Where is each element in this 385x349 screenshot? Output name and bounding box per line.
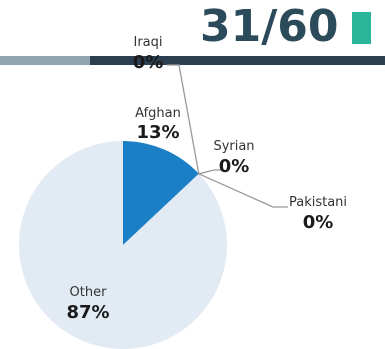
page-number: 31/60 — [200, 1, 339, 52]
leader-line-syrian — [198, 169, 222, 175]
accent-square — [352, 12, 371, 44]
pie-slice-other — [18, 141, 227, 349]
pie-slice-afghan — [123, 141, 199, 245]
slice-value-other: 87% — [66, 302, 109, 323]
header-rule-accent — [0, 56, 90, 65]
slice-label-pakistani: Pakistani — [289, 195, 347, 210]
slice-value-afghan: 13% — [136, 122, 179, 143]
slice-value-syrian: 0% — [219, 156, 250, 177]
slice-label-other: Other — [70, 285, 108, 300]
leader-line-iraqi — [167, 64, 200, 174]
header-rule — [0, 56, 385, 65]
leader-line-pakistani — [198, 173, 288, 208]
slice-value-iraqi: 0% — [133, 52, 164, 73]
slice-label-iraqi: Iraqi — [133, 35, 162, 50]
slice-label-syrian: Syrian — [213, 139, 254, 154]
slice-value-pakistani: 0% — [303, 212, 334, 233]
slice-label-afghan: Afghan — [135, 106, 181, 121]
